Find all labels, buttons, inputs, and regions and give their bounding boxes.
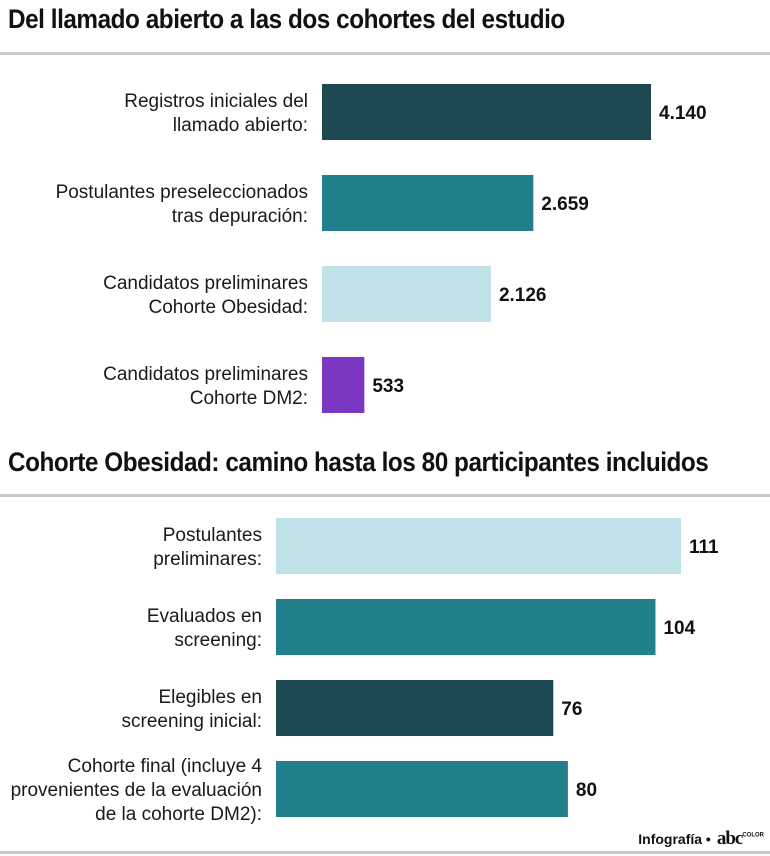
- bar-chart-llamado-svg: 4.140 Registros iniciales del llamado abie…: [56, 84, 707, 413]
- divider-top: [0, 52, 770, 55]
- obesidad-value-label-0: 111: [689, 537, 719, 558]
- brand-logo: abcCOLOR: [717, 829, 764, 848]
- llamado-category-label-1: Postulantes preseleccionados tras depurac…: [56, 182, 308, 227]
- obesidad-category-label-3: Cohorte final (incluye 4 provenientes de …: [11, 756, 263, 825]
- chart-title-llamado: Del llamado abierto a las dos cohortes d…: [8, 4, 565, 34]
- obesidad-bar-1: [276, 599, 656, 655]
- obesidad-category-label-2: Elegibles en screening inicial:: [122, 687, 262, 732]
- footer-credit: Infografía • abcCOLOR: [638, 829, 764, 848]
- llamado-category-label-2: Candidatos preliminares Cohorte Obesidad:: [103, 273, 308, 318]
- llamado-bar-1: [322, 175, 534, 231]
- llamado-bar-0: [322, 84, 651, 140]
- llamado-bar-2: [322, 266, 491, 322]
- bar-chart-obesidad: 111 Postulantes preliminares: 104 Evaluados …: [0, 500, 770, 840]
- obesidad-bar-2: [276, 680, 554, 736]
- llamado-value-label-3: 533: [372, 376, 404, 397]
- llamado-category-label-3: Candidatos preliminares Cohorte DM2:: [103, 364, 308, 409]
- divider-middle: [0, 494, 770, 497]
- llamado-value-label-1: 2.659: [541, 194, 589, 215]
- llamado-bar-3: [322, 357, 365, 413]
- obesidad-value-label-3: 80: [576, 780, 597, 801]
- obesidad-value-label-1: 104: [663, 618, 695, 639]
- credit-text: Infografía •: [638, 830, 711, 847]
- obesidad-category-label-0: Postulantes preliminares:: [153, 525, 262, 570]
- llamado-category-label-0: Registros iniciales del llamado abierto:: [124, 91, 308, 136]
- obesidad-value-label-2: 76: [561, 699, 582, 720]
- divider-bottom: [0, 851, 770, 854]
- brand-name: abc: [716, 828, 743, 849]
- obesidad-bar-3: [276, 761, 568, 817]
- obesidad-category-label-1: Evaluados en screening:: [147, 606, 262, 651]
- brand-sub: COLOR: [742, 832, 764, 839]
- chart-title-obesidad: Cohorte Obesidad: camino hasta los 80 pa…: [8, 447, 709, 477]
- llamado-value-label-0: 4.140: [659, 103, 707, 124]
- obesidad-bar-0: [276, 518, 681, 574]
- bar-chart-obesidad-svg: 111 Postulantes preliminares: 104 Evaluados …: [11, 518, 719, 825]
- llamado-value-label-2: 2.126: [499, 285, 547, 306]
- bar-chart-llamado: 4.140 Registros iniciales del llamado abie…: [0, 60, 770, 440]
